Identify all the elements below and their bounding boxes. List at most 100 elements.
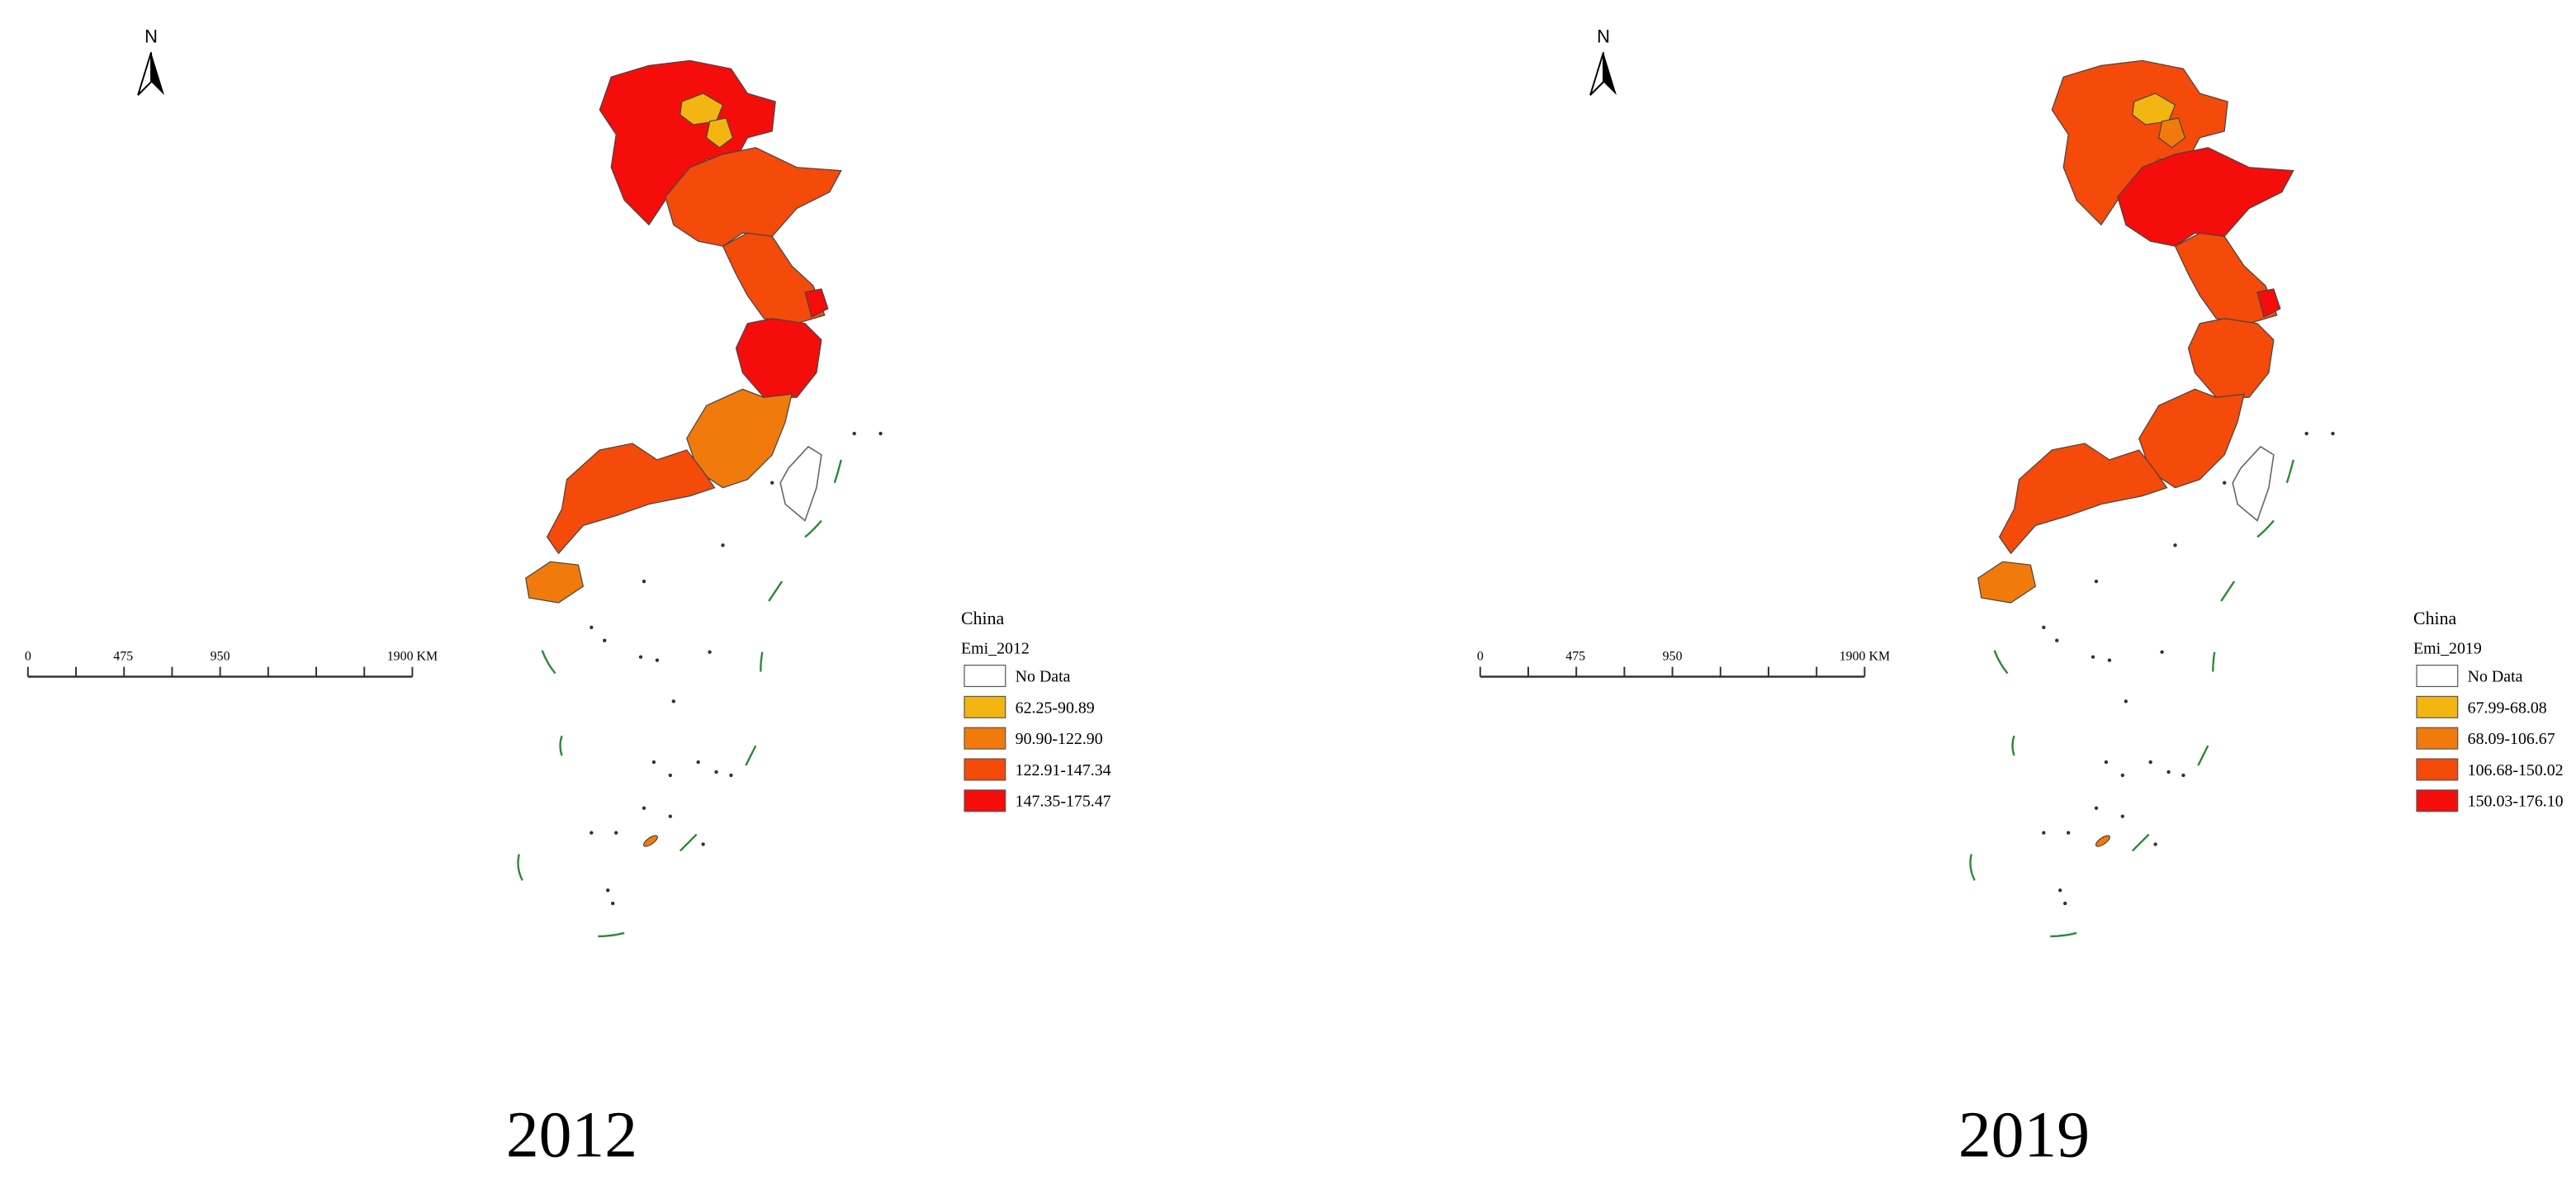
legend-label: 147.35-175.47 <box>1016 793 1111 811</box>
legend-field: Emi_2019 <box>2413 640 2482 658</box>
island <box>642 579 646 584</box>
province <box>1977 561 2037 604</box>
island <box>668 814 673 818</box>
legend-swatch <box>2416 695 2459 718</box>
island <box>714 770 718 775</box>
boundary-dash <box>679 833 698 852</box>
island <box>611 901 615 906</box>
boundary-dash <box>598 931 625 938</box>
legend-label: 62.25-90.89 <box>1016 699 1095 717</box>
island <box>2304 431 2308 436</box>
scale-label: 950 <box>211 650 230 664</box>
island <box>2094 806 2099 810</box>
province <box>2174 232 2278 325</box>
north-label: N <box>144 26 158 46</box>
island <box>2042 831 2046 835</box>
taiwan <box>779 445 822 522</box>
island <box>696 760 700 765</box>
north-arrow <box>151 52 164 96</box>
island <box>2104 760 2109 765</box>
legend-swatch <box>964 758 1006 781</box>
island <box>590 625 594 629</box>
legend-title: China <box>2413 609 2457 628</box>
island <box>2042 625 2046 629</box>
scale-label: 1900 KM <box>387 650 438 664</box>
scale-label: 0 <box>1477 650 1484 664</box>
island <box>2120 773 2125 778</box>
boundary-dash <box>2256 519 2275 538</box>
province <box>722 232 826 325</box>
legend-swatch <box>2416 789 2459 813</box>
island <box>2107 658 2112 662</box>
island <box>655 658 660 662</box>
north-label: N <box>1597 26 1610 46</box>
province <box>2117 147 2294 247</box>
boundary-dash <box>2220 580 2236 602</box>
boundary-dash <box>760 651 764 672</box>
legend-label: No Data <box>2468 667 2523 685</box>
island <box>642 806 646 810</box>
island <box>708 650 712 654</box>
legend-label: 106.68-150.02 <box>2468 761 2564 779</box>
map-panel: N 0 475 950 1900 KM China Emi_2012 No Data 62.25… <box>25 26 1111 1171</box>
legend-label: 67.99-68.08 <box>2468 699 2547 717</box>
boundary-dash <box>745 745 757 766</box>
boundary-dash <box>2011 735 2015 756</box>
legend-swatch <box>2416 758 2459 781</box>
island <box>613 831 618 835</box>
island <box>2148 760 2152 765</box>
island <box>729 773 733 778</box>
map-panel: N 0 475 950 1900 KM China Emi_2019 No Data 67.99… <box>1477 26 2564 1171</box>
island <box>2120 814 2125 818</box>
island <box>2166 770 2171 775</box>
island <box>2160 650 2164 654</box>
island <box>668 773 673 778</box>
island <box>2153 842 2157 846</box>
north-arrow <box>1589 52 1605 96</box>
north-arrow <box>1603 52 1617 96</box>
island <box>2181 773 2185 778</box>
province <box>665 147 842 247</box>
island <box>642 835 658 847</box>
legend-swatch <box>964 695 1006 718</box>
boundary-dash <box>1993 650 2009 675</box>
island <box>603 638 607 642</box>
island <box>2062 901 2067 906</box>
island <box>721 543 725 547</box>
scale-label: 1900 KM <box>1840 650 1890 664</box>
island <box>2124 699 2128 704</box>
legend-label: 90.90-122.90 <box>1016 730 1103 748</box>
legend-swatch <box>964 789 1006 813</box>
island <box>2222 481 2227 485</box>
caption: 2019 <box>1958 1099 2090 1172</box>
island <box>2066 831 2071 835</box>
boundary-dash <box>1969 854 1976 881</box>
boundary-dash <box>2050 931 2077 938</box>
legend-field: Emi_2012 <box>961 640 1030 658</box>
north-arrow <box>137 52 153 96</box>
island <box>606 888 610 893</box>
boundary-dash <box>833 459 842 484</box>
island <box>671 699 676 704</box>
province <box>2157 117 2186 149</box>
caption: 2012 <box>506 1099 637 1172</box>
legend-swatch <box>964 664 1006 688</box>
boundary-dash <box>804 519 822 538</box>
province <box>705 117 734 149</box>
island <box>2331 431 2335 436</box>
scale-label: 0 <box>25 650 31 664</box>
legend-swatch <box>964 727 1006 750</box>
boundary-dash <box>541 650 556 675</box>
island <box>651 760 656 765</box>
island <box>638 655 643 659</box>
province <box>2187 318 2275 398</box>
legend-label: 68.09-106.67 <box>2468 730 2555 748</box>
legend-label: 150.03-176.10 <box>2468 793 2564 811</box>
taiwan <box>2232 445 2275 522</box>
boundary-dash <box>2131 833 2150 852</box>
province <box>546 443 716 555</box>
province <box>735 318 822 398</box>
legend-swatch <box>2416 664 2459 688</box>
